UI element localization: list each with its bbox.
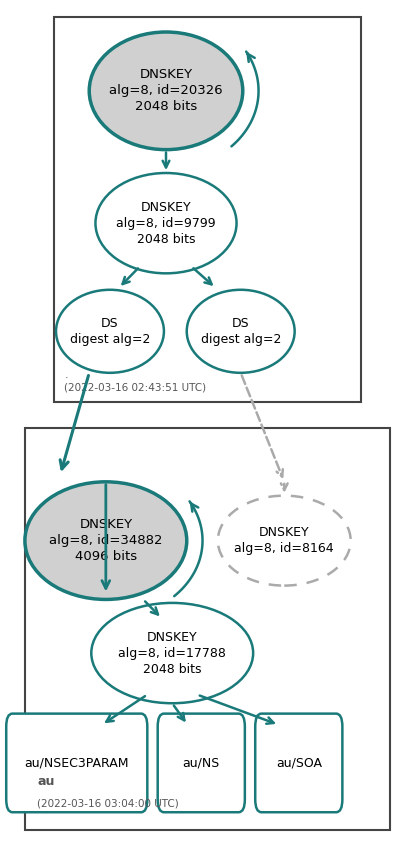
- FancyBboxPatch shape: [158, 714, 245, 812]
- Text: DS
digest alg=2: DS digest alg=2: [200, 317, 281, 346]
- Text: au: au: [37, 775, 55, 788]
- Ellipse shape: [91, 603, 253, 703]
- Text: DNSKEY
alg=8, id=34882
4096 bits: DNSKEY alg=8, id=34882 4096 bits: [49, 518, 163, 563]
- Text: au/SOA: au/SOA: [276, 756, 322, 770]
- FancyBboxPatch shape: [6, 714, 147, 812]
- Text: DNSKEY
alg=8, id=9799
2048 bits: DNSKEY alg=8, id=9799 2048 bits: [116, 201, 216, 246]
- Text: DNSKEY
alg=8, id=8164: DNSKEY alg=8, id=8164: [234, 526, 334, 555]
- FancyBboxPatch shape: [54, 17, 361, 402]
- Ellipse shape: [56, 290, 164, 373]
- Text: (2022-03-16 02:43:51 UTC): (2022-03-16 02:43:51 UTC): [64, 383, 206, 393]
- FancyBboxPatch shape: [25, 428, 390, 830]
- Text: au/NSEC3PARAM: au/NSEC3PARAM: [24, 756, 129, 770]
- FancyBboxPatch shape: [255, 714, 342, 812]
- Ellipse shape: [89, 32, 243, 150]
- Text: .: .: [64, 370, 68, 380]
- Text: (2022-03-16 03:04:00 UTC): (2022-03-16 03:04:00 UTC): [37, 798, 179, 808]
- Ellipse shape: [187, 290, 295, 373]
- Text: DS
digest alg=2: DS digest alg=2: [70, 317, 150, 346]
- Text: DNSKEY
alg=8, id=17788
2048 bits: DNSKEY alg=8, id=17788 2048 bits: [118, 631, 226, 676]
- Text: au/NS: au/NS: [183, 756, 220, 770]
- Ellipse shape: [218, 496, 351, 586]
- Ellipse shape: [95, 173, 237, 273]
- Ellipse shape: [25, 482, 187, 599]
- Text: DNSKEY
alg=8, id=20326
2048 bits: DNSKEY alg=8, id=20326 2048 bits: [109, 68, 223, 113]
